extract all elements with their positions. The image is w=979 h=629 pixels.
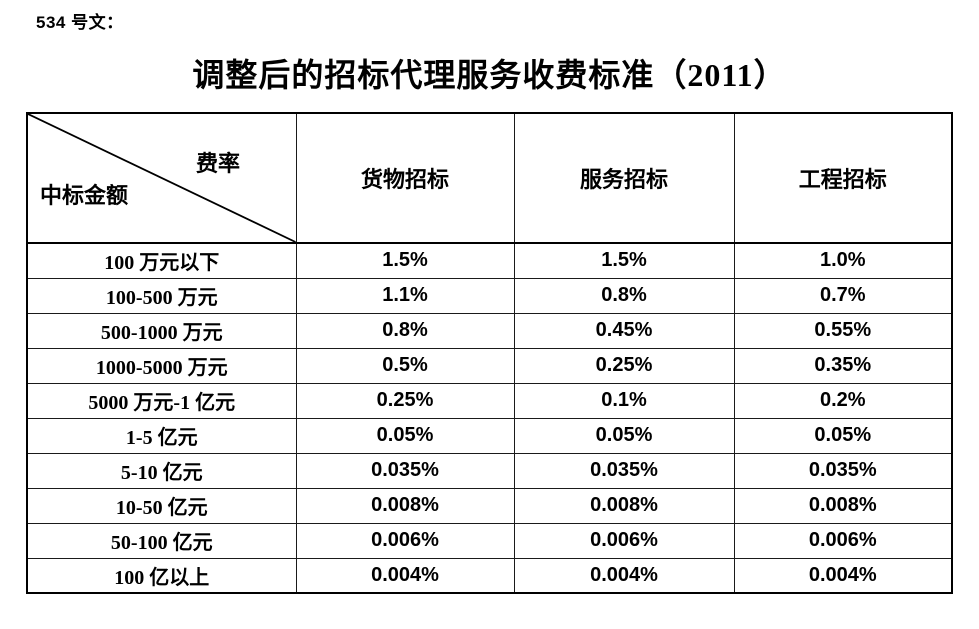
engineering-rate-cell: 0.004% <box>733 557 953 594</box>
amount-range-cell: 10-50 亿元 <box>26 487 297 524</box>
table-row: 500-1000 万元 0.8% 0.45% 0.55% <box>26 312 953 349</box>
table-row: 5000 万元-1 亿元 0.25% 0.1% 0.2% <box>26 382 953 419</box>
table-row: 50-100 亿元 0.006% 0.006% 0.006% <box>26 522 953 559</box>
diagonal-divider-line <box>28 114 295 241</box>
amount-range-cell: 5-10 亿元 <box>26 452 297 489</box>
column-header-engineering-bidding: 工程招标 <box>733 112 953 244</box>
table-row: 5-10 亿元 0.035% 0.035% 0.035% <box>26 452 953 489</box>
engineering-rate-cell: 0.55% <box>733 312 953 349</box>
goods-rate-cell: 0.008% <box>295 487 515 524</box>
table-body: 100 万元以下 1.5% 1.5% 1.0% 100-500 万元 1.1% … <box>26 242 953 594</box>
service-rate-cell: 1.5% <box>513 242 735 279</box>
engineering-rate-cell: 0.2% <box>733 382 953 419</box>
amount-range-cell: 100 亿以上 <box>26 557 297 594</box>
corner-label-fee-rate: 费率 <box>196 151 241 176</box>
engineering-rate-cell: 0.05% <box>733 417 953 454</box>
corner-header-cell: 费率 中标金额 <box>26 112 297 244</box>
amount-range-cell: 100 万元以下 <box>26 242 297 279</box>
amount-range-cell: 5000 万元-1 亿元 <box>26 382 297 419</box>
service-rate-cell: 0.45% <box>513 312 735 349</box>
corner-label-bid-amount: 中标金额 <box>40 183 129 208</box>
service-rate-cell: 0.006% <box>513 522 735 559</box>
fee-rate-table: 费率 中标金额 货物招标 服务招标 工程招标 100 万元以下 1.5% 1.5… <box>26 112 953 594</box>
goods-rate-cell: 0.5% <box>295 347 515 384</box>
service-rate-cell: 0.25% <box>513 347 735 384</box>
amount-range-cell: 100-500 万元 <box>26 277 297 314</box>
goods-rate-cell: 1.1% <box>295 277 515 314</box>
service-rate-cell: 0.004% <box>513 557 735 594</box>
table-row: 100 万元以下 1.5% 1.5% 1.0% <box>26 242 953 279</box>
table-row: 100-500 万元 1.1% 0.8% 0.7% <box>26 277 953 314</box>
service-rate-cell: 0.8% <box>513 277 735 314</box>
engineering-rate-cell: 0.035% <box>733 452 953 489</box>
header-row: 费率 中标金额 货物招标 服务招标 工程招标 <box>26 112 953 244</box>
table-row: 10-50 亿元 0.008% 0.008% 0.008% <box>26 487 953 524</box>
service-rate-cell: 0.1% <box>513 382 735 419</box>
service-rate-cell: 0.05% <box>513 417 735 454</box>
goods-rate-cell: 0.25% <box>295 382 515 419</box>
table-row: 100 亿以上 0.004% 0.004% 0.004% <box>26 557 953 594</box>
service-rate-cell: 0.008% <box>513 487 735 524</box>
amount-range-cell: 1-5 亿元 <box>26 417 297 454</box>
page-title: 调整后的招标代理服务收费标准（2011） <box>192 57 787 93</box>
column-header-goods-bidding: 货物招标 <box>295 112 515 244</box>
goods-rate-cell: 0.035% <box>295 452 515 489</box>
amount-range-cell: 50-100 亿元 <box>26 522 297 559</box>
service-rate-cell: 0.035% <box>513 452 735 489</box>
document-number-note: 534 号文： <box>36 13 124 32</box>
amount-range-cell: 1000-5000 万元 <box>26 347 297 384</box>
table-row: 1-5 亿元 0.05% 0.05% 0.05% <box>26 417 953 454</box>
engineering-rate-cell: 0.7% <box>733 277 953 314</box>
goods-rate-cell: 0.006% <box>295 522 515 559</box>
engineering-rate-cell: 0.006% <box>733 522 953 559</box>
table-row: 1000-5000 万元 0.5% 0.25% 0.35% <box>26 347 953 384</box>
amount-range-cell: 500-1000 万元 <box>26 312 297 349</box>
engineering-rate-cell: 0.008% <box>733 487 953 524</box>
engineering-rate-cell: 1.0% <box>733 242 953 279</box>
goods-rate-cell: 1.5% <box>295 242 515 279</box>
table-header: 费率 中标金额 货物招标 服务招标 工程招标 <box>26 112 953 244</box>
goods-rate-cell: 0.05% <box>295 417 515 454</box>
goods-rate-cell: 0.004% <box>295 557 515 594</box>
column-header-service-bidding: 服务招标 <box>513 112 735 244</box>
goods-rate-cell: 0.8% <box>295 312 515 349</box>
engineering-rate-cell: 0.35% <box>733 347 953 384</box>
